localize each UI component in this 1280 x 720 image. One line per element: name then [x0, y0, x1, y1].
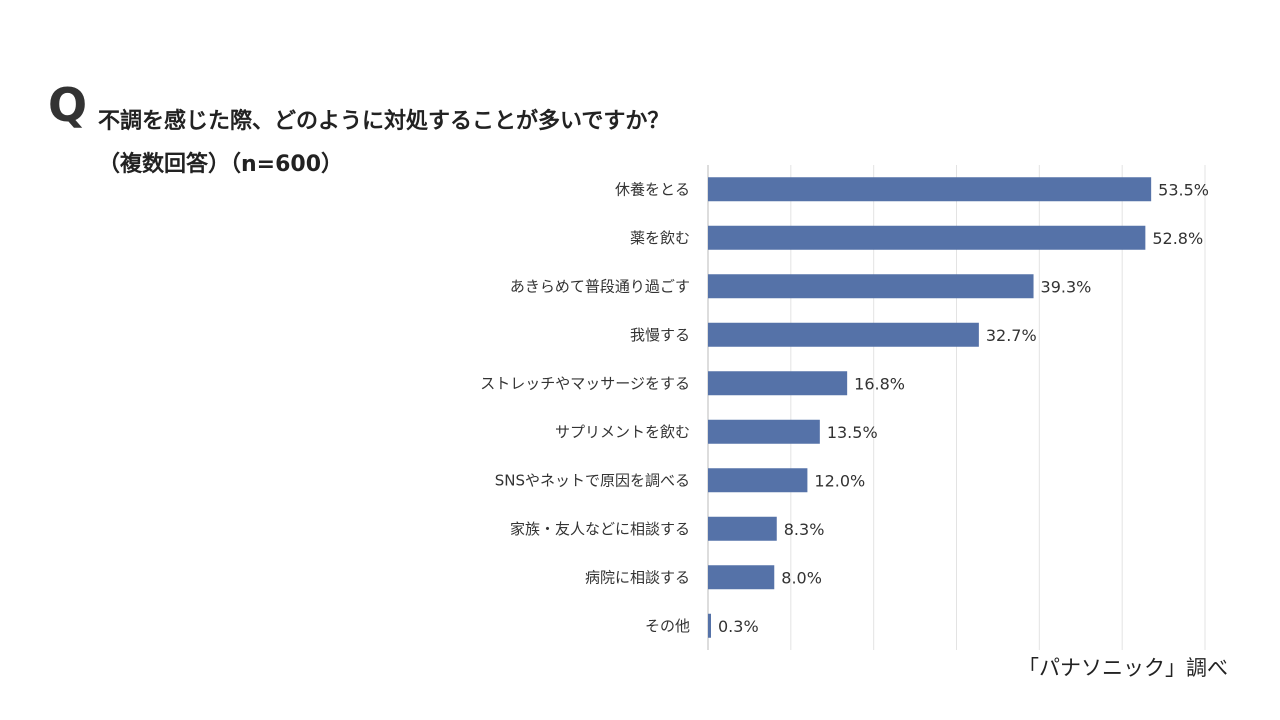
- bar: [708, 225, 1146, 250]
- value-label: 0.3%: [718, 617, 759, 636]
- category-label: ストレッチやマッサージをする: [480, 374, 690, 392]
- value-label: 53.5%: [1158, 180, 1209, 199]
- value-label: 39.3%: [1041, 277, 1092, 296]
- bar: [708, 516, 777, 541]
- bar: [708, 177, 1152, 202]
- category-label: サプリメントを飲む: [555, 423, 690, 441]
- bar: [708, 419, 820, 444]
- value-label: 52.8%: [1152, 229, 1203, 248]
- bar: [708, 468, 808, 493]
- category-label: 薬を飲む: [630, 229, 690, 247]
- value-label: 32.7%: [986, 326, 1037, 345]
- category-label: 我慢する: [630, 326, 690, 344]
- value-label: 8.3%: [784, 520, 825, 539]
- bar: [708, 613, 711, 638]
- bar: [708, 274, 1034, 299]
- category-label: 病院に相談する: [585, 568, 690, 586]
- category-label: SNSやネットで原因を調べる: [495, 471, 690, 489]
- value-label: 12.0%: [814, 471, 865, 490]
- question-subtitle: （複数回答）（n=600）: [98, 152, 344, 177]
- category-label: 家族・友人などに相談する: [510, 520, 690, 538]
- category-label: あきらめて普段通り過ごす: [510, 277, 690, 295]
- value-label: 8.0%: [781, 568, 822, 587]
- bar: [708, 371, 848, 396]
- category-label: その他: [645, 617, 690, 635]
- category-label: 休養をとる: [615, 180, 690, 198]
- question-title: 不調を感じた際、どのように対処することが多いですか？: [98, 109, 670, 134]
- value-label: 13.5%: [827, 423, 878, 442]
- source-note: 「パナソニック」調べ: [1018, 656, 1228, 680]
- bar: [708, 322, 979, 347]
- bar: [708, 565, 775, 590]
- question-mark: Q: [48, 78, 88, 132]
- value-label: 16.8%: [854, 374, 905, 393]
